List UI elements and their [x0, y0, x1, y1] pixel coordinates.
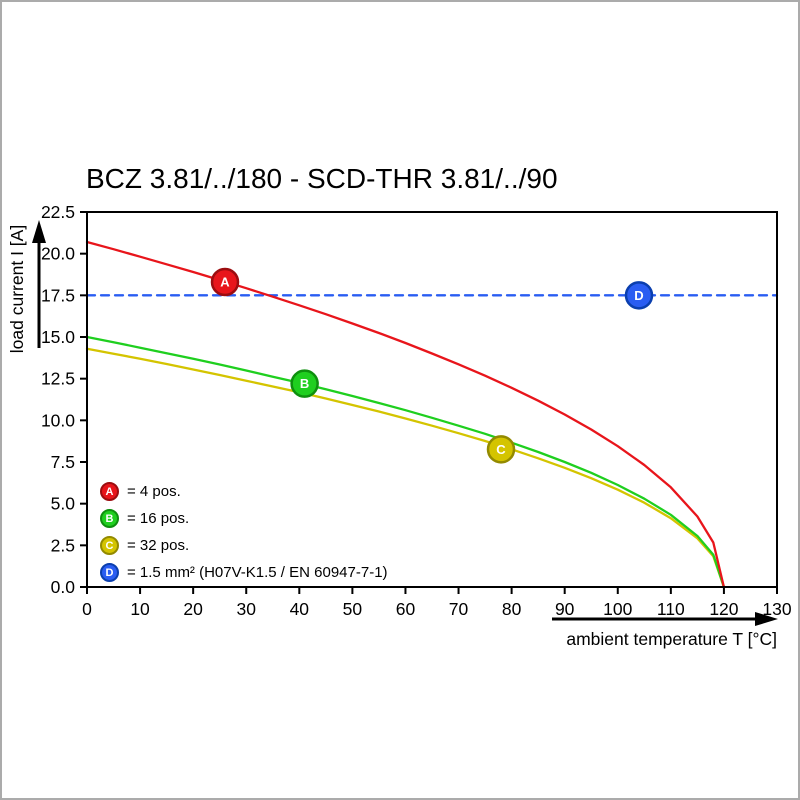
marker-letter-B: B	[300, 376, 309, 391]
legend-item-C: C = 32 pos.	[100, 536, 388, 555]
y-tick-label: 20.0	[41, 244, 75, 264]
x-tick-label: 70	[449, 599, 469, 619]
legend-item-B: B = 16 pos.	[100, 509, 388, 528]
x-tick-label: 90	[555, 599, 575, 619]
x-tick-label: 110	[657, 599, 685, 619]
x-tick-label: 60	[396, 599, 416, 619]
legend-label-B: = 16 pos.	[127, 510, 190, 527]
y-tick-label: 12.5	[41, 369, 75, 389]
x-tick-label: 30	[236, 599, 256, 619]
x-tick-label: 100	[603, 599, 632, 619]
x-tick-label: 130	[762, 599, 791, 619]
marker-letter-A: A	[220, 275, 230, 290]
x-axis-title: ambient temperature T [°C]	[566, 629, 777, 649]
legend-marker-B: B	[100, 509, 119, 528]
marker-letter-D: D	[634, 288, 643, 303]
y-tick-label: 10.0	[41, 410, 75, 430]
x-tick-label: 20	[183, 599, 203, 619]
y-tick-label: 15.0	[41, 327, 75, 347]
x-tick-label: 0	[82, 599, 92, 619]
legend-item-D: D = 1.5 mm² (H07V-K1.5 / EN 60947-7-1)	[100, 563, 388, 582]
legend-marker-A: A	[100, 482, 119, 501]
x-tick-label: 80	[502, 599, 522, 619]
marker-letter-C: C	[496, 442, 506, 457]
curve-A	[85, 240, 726, 589]
chart-title: BCZ 3.81/../180 - SCD-THR 3.81/../90	[86, 163, 558, 194]
x-axis-arrow-head-icon	[755, 612, 778, 626]
curve-C	[85, 347, 726, 589]
legend-marker-C: C	[100, 536, 119, 555]
legend-label-D: = 1.5 mm² (H07V-K1.5 / EN 60947-7-1)	[127, 564, 388, 581]
y-axis-arrow-head-icon	[32, 220, 46, 243]
y-tick-label: 2.5	[51, 535, 75, 555]
x-tick-label: 10	[130, 599, 150, 619]
legend-item-A: A = 4 pos.	[100, 482, 388, 501]
x-tick-label: 40	[290, 599, 310, 619]
x-tick-label: 50	[343, 599, 363, 619]
y-tick-label: 22.5	[41, 202, 75, 222]
y-tick-label: 0.0	[51, 577, 76, 597]
marker-D	[624, 281, 654, 310]
legend-label-C: = 32 pos.	[127, 537, 190, 554]
y-tick-label: 17.5	[41, 285, 75, 305]
marker-B	[290, 369, 319, 398]
marker-C	[486, 435, 516, 464]
marker-A	[210, 267, 240, 297]
y-axis-title: load current I [A]	[7, 225, 27, 353]
y-tick-label: 5.0	[51, 494, 76, 514]
plot-border	[86, 211, 778, 588]
curve-B	[85, 335, 726, 589]
x-tick-label: 120	[709, 599, 738, 619]
plot-frame-group	[86, 211, 778, 588]
y-tick-label: 7.5	[51, 452, 75, 472]
legend-marker-D: D	[100, 563, 119, 582]
markers-group: A B C D	[210, 267, 654, 464]
legend-label-A: = 4 pos.	[127, 483, 181, 500]
ticks-group: 0.0 2.5 5.0 7.5 10.0 12.5 15.0 17.5 20.0 22.5 0 10 2…	[41, 202, 792, 619]
curves-group	[85, 240, 779, 589]
legend: A = 4 pos. B = 16 pos. C = 32 pos. D = 1.5 mm² …	[100, 482, 388, 582]
